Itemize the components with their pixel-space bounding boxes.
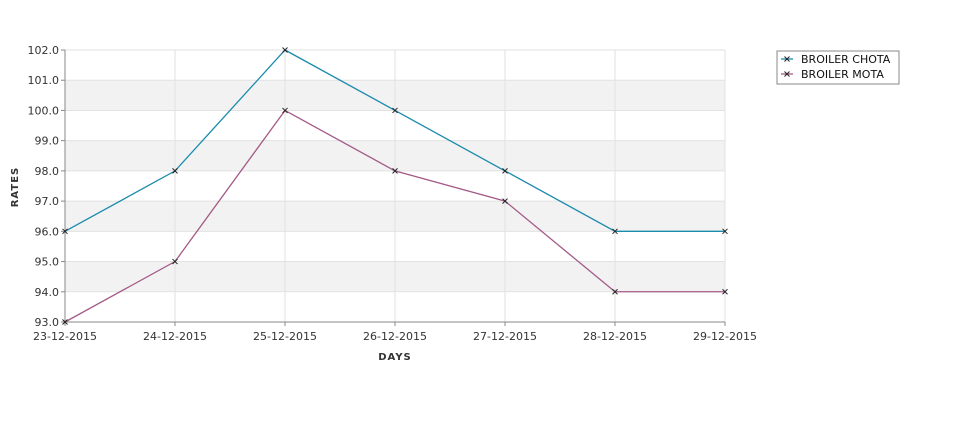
data-point — [722, 228, 728, 235]
y-tick-label: 96.0 — [35, 225, 60, 238]
data-point — [62, 228, 68, 235]
x-tick-label: 24-12-2015 — [143, 330, 207, 343]
y-tick-label: 97.0 — [35, 195, 60, 208]
data-point — [282, 107, 288, 114]
legend-label: BROILER MOTA — [801, 68, 884, 81]
legend-item: BROILER MOTA — [781, 68, 884, 81]
x-axis-ticks: 23-12-2015 24-12-2015 25-12-2015 26-12-2015… — [33, 322, 757, 343]
x-tick-label: 25-12-2015 — [253, 330, 317, 343]
y-tick-label: 94.0 — [35, 286, 60, 299]
legend-item: BROILER CHOTA — [781, 53, 891, 66]
x-tick-label: 26-12-2015 — [363, 330, 427, 343]
y-tick-label: 98.0 — [35, 165, 60, 178]
data-point — [612, 288, 618, 295]
y-tick-label: 93.0 — [35, 316, 60, 329]
y-tick-label: 100.0 — [28, 104, 60, 117]
series-group — [62, 47, 728, 325]
x-tick-label: 23-12-2015 — [33, 330, 97, 343]
data-point — [392, 107, 398, 114]
data-point — [282, 47, 288, 53]
y-tick-label: 99.0 — [35, 135, 60, 148]
data-point — [392, 168, 398, 174]
x-tick-label: 28-12-2015 — [583, 330, 647, 343]
x-tick-label: 27-12-2015 — [473, 330, 537, 343]
data-point — [172, 168, 178, 174]
data-point — [502, 198, 508, 204]
y-axis-ticks: 93.0 94.0 95.0 96.0 97.0 98.0 99.0 100.0 101.0 10… — [28, 44, 65, 329]
legend-label: BROILER CHOTA — [801, 53, 891, 66]
y-tick-label: 102.0 — [28, 44, 60, 57]
y-tick-label: 95.0 — [35, 256, 60, 269]
legend-box — [776, 50, 900, 85]
y-axis-title: RATES — [10, 167, 21, 208]
y-tick-label: 101.0 — [28, 74, 60, 87]
data-point — [502, 168, 508, 174]
data-point — [612, 228, 618, 235]
x-axis-title: DAYS — [378, 352, 412, 363]
data-point — [722, 288, 728, 295]
data-point — [172, 258, 178, 265]
data-point — [62, 319, 68, 325]
legend: BROILER CHOTA BROILER MOTA — [776, 50, 900, 85]
x-tick-label: 29-12-2015 — [693, 330, 757, 343]
